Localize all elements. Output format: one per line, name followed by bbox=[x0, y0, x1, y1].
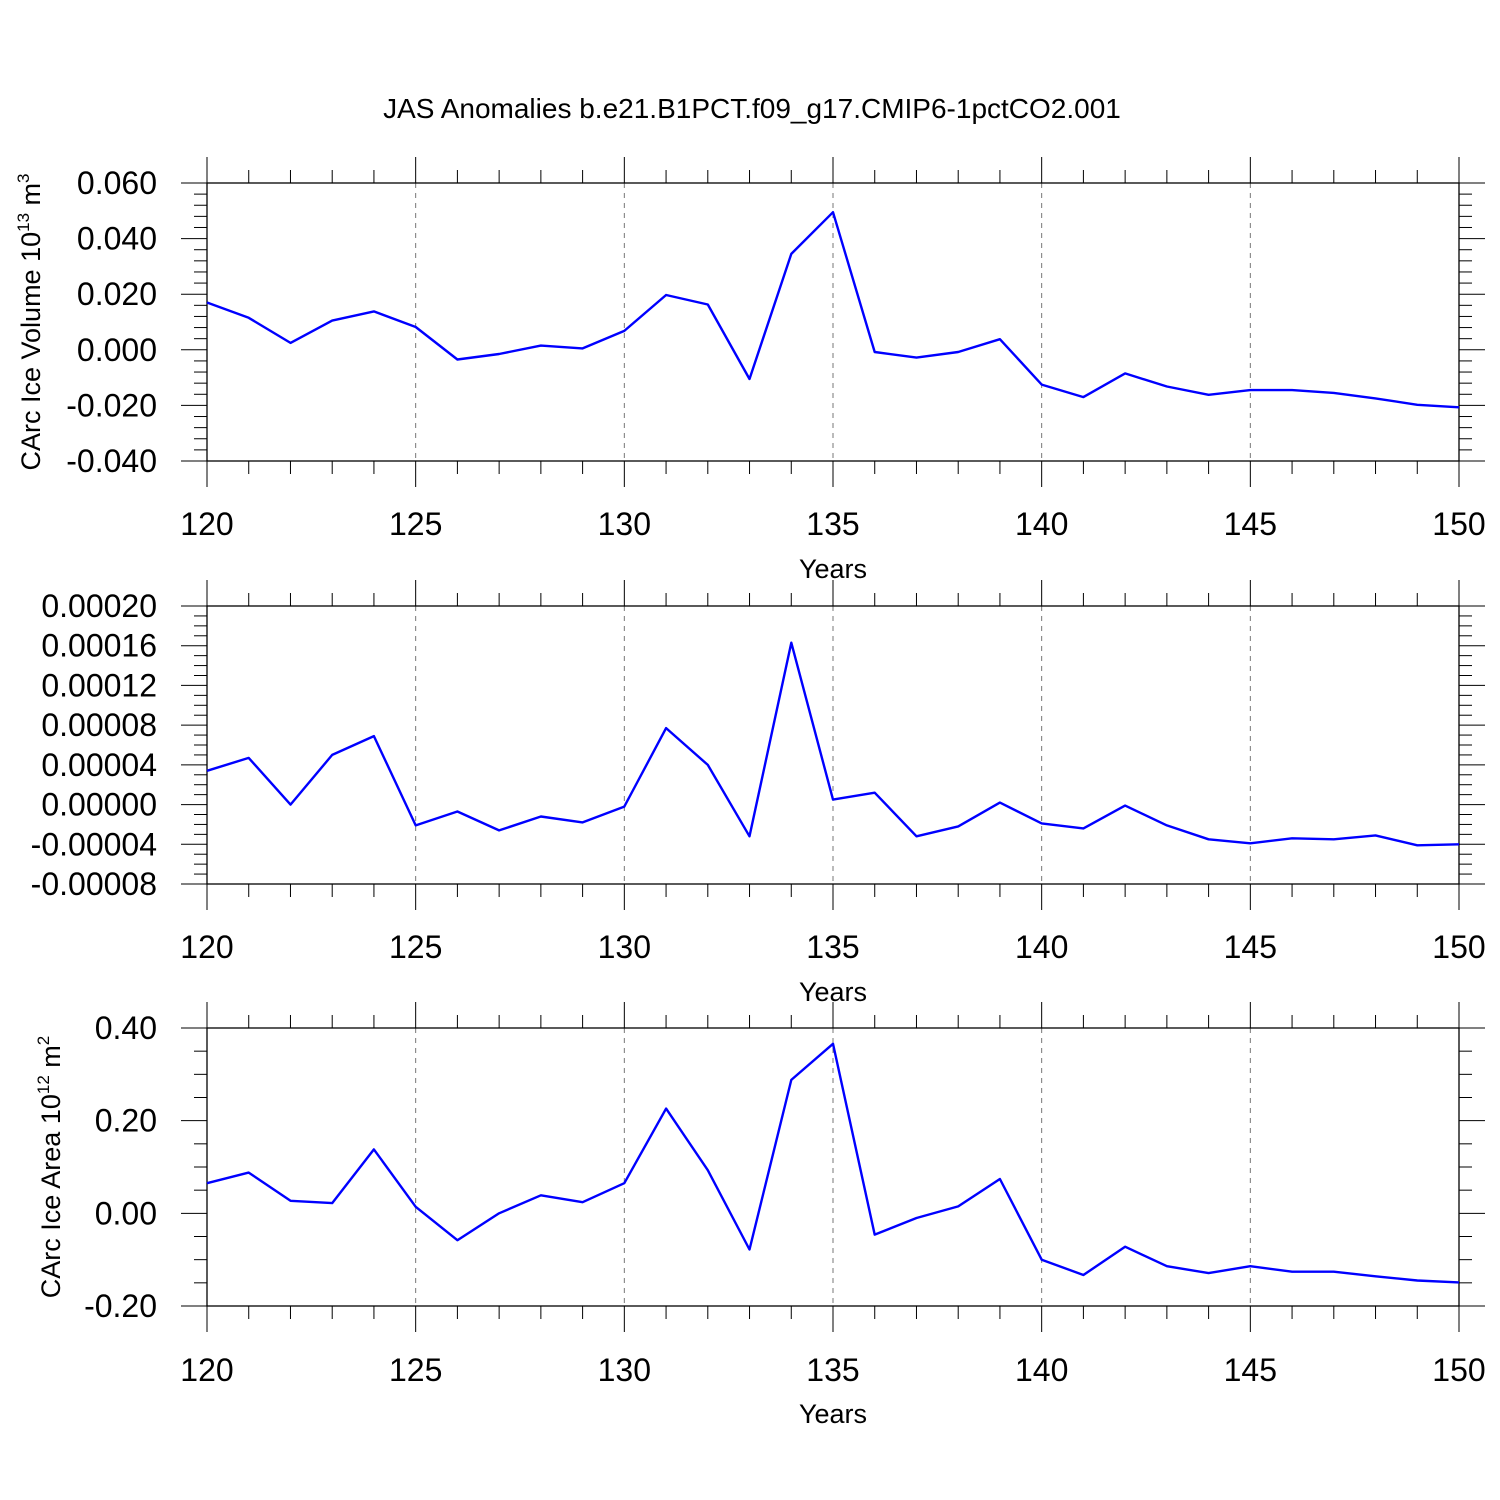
y-tick-label: 0.040 bbox=[77, 221, 157, 257]
x-tick-label: 125 bbox=[389, 506, 442, 542]
x-tick-label: 130 bbox=[598, 929, 651, 965]
plot-frame bbox=[206, 605, 1460, 885]
x-tick-label: 125 bbox=[389, 929, 442, 965]
x-tick-label: 150 bbox=[1432, 929, 1485, 965]
series-line-1 bbox=[206, 641, 1460, 847]
x-tick-label: 125 bbox=[389, 1352, 442, 1388]
y-tick-label: 0.00004 bbox=[41, 747, 157, 783]
y-tick-label: 0.00008 bbox=[41, 707, 157, 743]
x-axis-label: Years bbox=[799, 554, 867, 584]
y-tick-label: -0.020 bbox=[66, 387, 157, 423]
y-tick-label: 0.00020 bbox=[41, 588, 157, 624]
panel-1: -0.040 -0.020 0.000 0.020 0.040 0.060 120 125 13… bbox=[14, 157, 1486, 584]
panel-3: -0.20 0.00 0.20 0.40 120 125 130 135 140 145 150 Ye… bbox=[34, 1002, 1486, 1429]
chart-panels: -0.040 -0.020 0.000 0.020 0.040 0.060 120 125 13… bbox=[0, 157, 1486, 1429]
x-axis-label: Years bbox=[799, 1399, 867, 1429]
y-axis-label: CArc Ice Volume 1013 m3 bbox=[14, 173, 46, 470]
y-tick-label: 0.00016 bbox=[41, 628, 157, 664]
y-tick-label: -0.20 bbox=[84, 1288, 157, 1324]
plot-frame bbox=[206, 1027, 1460, 1307]
chart-title: JAS Anomalies b.e21.B1PCT.f09_g17.CMIP6-… bbox=[383, 93, 1121, 124]
x-tick-label: 135 bbox=[806, 929, 859, 965]
x-tick-label: 145 bbox=[1224, 929, 1277, 965]
x-tick-label: 140 bbox=[1015, 1352, 1068, 1388]
y-tick-label: 0.20 bbox=[95, 1103, 157, 1139]
x-tick-label: 145 bbox=[1224, 1352, 1277, 1388]
y-tick-label: 0.060 bbox=[77, 165, 157, 201]
y-tick-label: 0.000 bbox=[77, 332, 157, 368]
y-tick-label: 0.00 bbox=[95, 1195, 157, 1231]
x-tick-label: 150 bbox=[1432, 506, 1485, 542]
series-line-1 bbox=[206, 1042, 1460, 1284]
y-axis-label: CArc Snow Volume 1013 m3 bbox=[0, 581, 4, 910]
x-tick-label: 120 bbox=[180, 1352, 233, 1388]
x-tick-label: 150 bbox=[1432, 1352, 1485, 1388]
y-tick-label: 0.020 bbox=[77, 276, 157, 312]
y-tick-label: 0.00000 bbox=[41, 787, 157, 823]
plot-frame bbox=[206, 182, 1460, 462]
y-tick-label: -0.040 bbox=[66, 443, 157, 479]
x-tick-label: 135 bbox=[806, 506, 859, 542]
y-tick-label: 0.40 bbox=[95, 1010, 157, 1046]
x-tick-label: 130 bbox=[598, 506, 651, 542]
x-tick-label: 120 bbox=[180, 506, 233, 542]
x-tick-label: 145 bbox=[1224, 506, 1277, 542]
x-tick-label: 140 bbox=[1015, 929, 1068, 965]
x-tick-label: 135 bbox=[806, 1352, 859, 1388]
y-axis-label: CArc Ice Area 1012 m2 bbox=[34, 1036, 66, 1299]
series-line-1 bbox=[206, 210, 1460, 409]
x-tick-label: 120 bbox=[180, 929, 233, 965]
y-tick-label: -0.00004 bbox=[31, 826, 157, 862]
x-tick-label: 130 bbox=[598, 1352, 651, 1388]
y-tick-label: 0.00012 bbox=[41, 667, 157, 703]
y-tick-label: -0.00008 bbox=[31, 866, 157, 902]
x-tick-label: 140 bbox=[1015, 506, 1068, 542]
